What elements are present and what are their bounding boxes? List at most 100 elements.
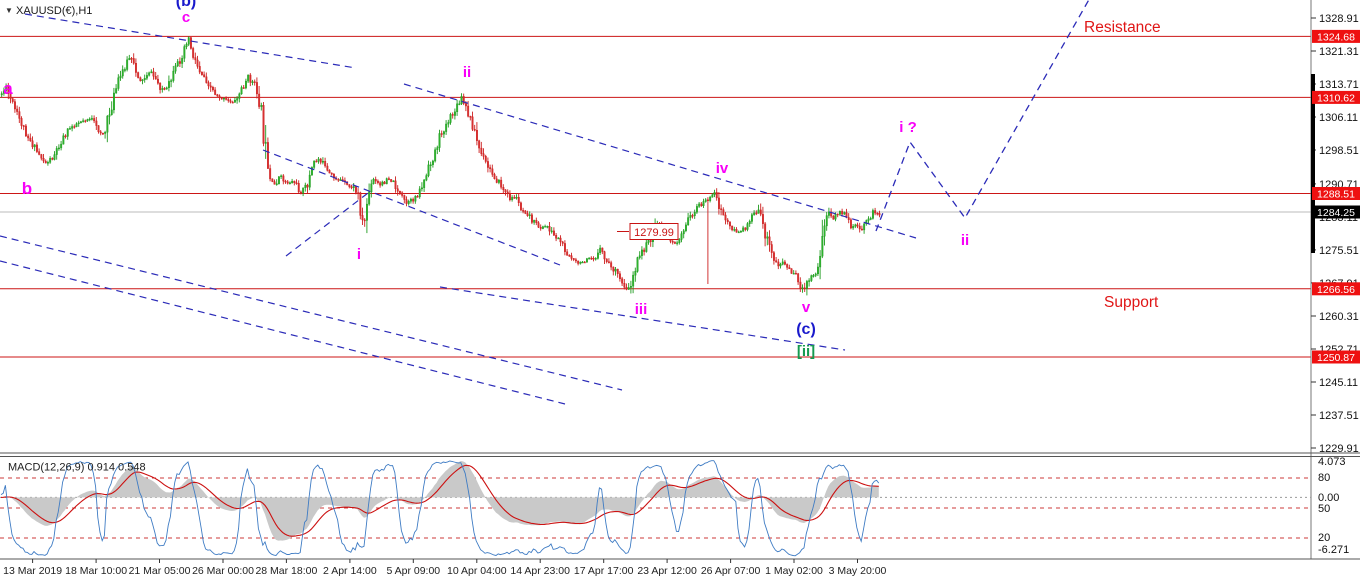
- time-tick-label: 10 Apr 04:00: [447, 565, 507, 577]
- candle-body: [18, 111, 21, 119]
- candle-body: [207, 82, 210, 87]
- candle-body: [724, 214, 727, 221]
- candle-body: [579, 262, 582, 264]
- candle-body: [394, 180, 397, 189]
- candle-body: [515, 196, 518, 199]
- candle-body: [350, 186, 353, 189]
- candle-body: [564, 243, 566, 252]
- candle-body: [608, 261, 610, 263]
- candle-body: [359, 192, 362, 216]
- candle-body: [458, 103, 461, 106]
- candle-body: [13, 101, 16, 110]
- price-tick-label: 1245.11: [1319, 377, 1358, 389]
- candle-body: [38, 151, 41, 155]
- candle-body: [170, 80, 173, 82]
- candle-body: [627, 287, 630, 290]
- candle-body: [797, 273, 800, 283]
- candle-body: [869, 218, 872, 220]
- candle-body: [317, 158, 320, 162]
- candle-body: [522, 210, 525, 212]
- candle-body: [132, 58, 135, 64]
- candle-body: [737, 231, 740, 234]
- candle-body: [244, 80, 247, 89]
- candle-body: [198, 66, 201, 73]
- candle-body: [630, 286, 632, 288]
- wave-label: c: [182, 9, 190, 26]
- candle-body: [746, 223, 749, 230]
- candle-body: [517, 196, 520, 203]
- candle-body: [753, 212, 756, 215]
- candle-body: [22, 125, 25, 127]
- candle-body: [676, 242, 679, 244]
- candle-body: [231, 101, 234, 104]
- candle-body: [3, 90, 5, 94]
- candle-body: [786, 264, 789, 268]
- price-tick-label: 1313.71: [1319, 79, 1359, 91]
- candle-body: [379, 182, 382, 186]
- price-level-badge: [1312, 90, 1360, 104]
- candle-body: [856, 224, 859, 227]
- chart-title-text[interactable]: XAUUSD(€),H1: [16, 5, 92, 17]
- candle-body: [225, 97, 228, 100]
- symbol-dropdown-icon[interactable]: ▼: [5, 6, 13, 15]
- candle-body: [84, 120, 87, 122]
- candle-body: [476, 129, 478, 141]
- candle-body: [172, 70, 175, 81]
- candle-body: [62, 135, 65, 145]
- candle-body: [178, 61, 181, 64]
- current-price-badge: [1312, 205, 1360, 219]
- candle-body: [324, 160, 327, 167]
- candle-body: [768, 236, 771, 245]
- candle-body: [605, 258, 608, 262]
- trendline: [24, 13, 357, 69]
- time-tick-label: 14 Apr 23:00: [510, 565, 570, 577]
- candle-body: [396, 188, 399, 192]
- candle-body: [623, 283, 626, 288]
- candle-body: [711, 194, 714, 198]
- candle-body: [161, 88, 164, 90]
- candle-body: [60, 143, 63, 149]
- candle-body: [722, 209, 725, 216]
- candle-body: [874, 210, 877, 214]
- candle-body: [456, 103, 459, 113]
- candle-body: [368, 191, 371, 205]
- candle-body: [106, 116, 109, 133]
- candle-body: [236, 98, 239, 101]
- candle-body: [233, 99, 236, 103]
- candle-body: [363, 219, 366, 222]
- candle-body: [196, 59, 199, 67]
- candle-body: [757, 209, 760, 214]
- candle-body: [478, 140, 481, 149]
- candle-body: [137, 72, 140, 78]
- candle-body: [544, 226, 547, 228]
- candle-body: [425, 175, 428, 181]
- candle-body: [181, 58, 184, 64]
- candle-body: [775, 260, 778, 263]
- candle-body: [88, 118, 91, 121]
- chart-title[interactable]: ▼ XAUUSD(€),H1: [5, 5, 92, 17]
- resistance-label: Resistance: [1084, 19, 1161, 36]
- candle-body: [641, 249, 643, 256]
- candle-body: [610, 262, 613, 268]
- candle-body: [262, 105, 265, 144]
- candle-body: [174, 65, 177, 72]
- time-tick-label: 23 Apr 12:00: [637, 565, 697, 577]
- candle-body: [11, 98, 14, 102]
- candle-body: [537, 222, 540, 228]
- candle-body: [599, 247, 602, 254]
- price-tick-label: 1298.51: [1319, 145, 1359, 157]
- trendline: [0, 235, 623, 391]
- candle-body: [429, 164, 432, 166]
- candle-body: [678, 239, 681, 243]
- candle-body: [79, 121, 82, 123]
- candle-body: [555, 234, 558, 239]
- candle-body: [145, 75, 148, 79]
- candle-body: [762, 214, 764, 224]
- candle-body: [781, 261, 784, 265]
- candle-body: [86, 119, 89, 122]
- candle-body: [643, 249, 646, 252]
- candle-body: [603, 251, 606, 260]
- candle-body: [130, 58, 133, 60]
- candle-body: [370, 183, 373, 193]
